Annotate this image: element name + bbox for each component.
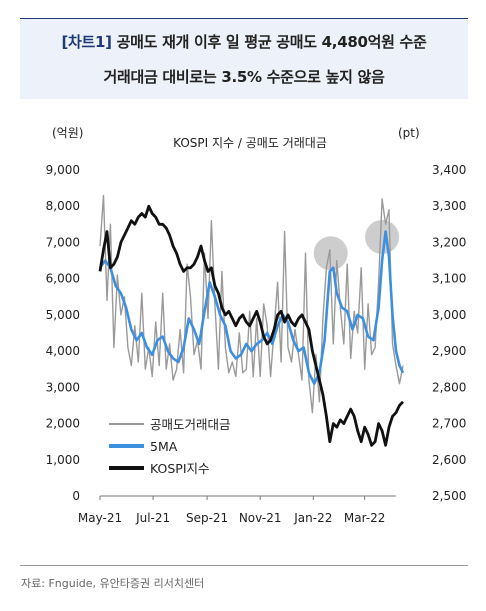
- left-tick-label: 6,000: [46, 272, 80, 286]
- x-tick-label: Sep-21: [186, 511, 228, 525]
- highlight-circle-1: [313, 236, 348, 271]
- left-tick-label: 8,000: [46, 199, 80, 213]
- right-tick-label: 3,300: [432, 199, 466, 213]
- kospi-short-selling-chart: (억원) KOSPI 지수 / 공매도 거래대금 (pt) 9,000 8,000…: [0, 118, 486, 538]
- x-tick-label: Jul-21: [135, 511, 170, 525]
- legend-short-selling-label: 공매도거래대금: [150, 417, 231, 432]
- right-tick-label: 2,500: [432, 489, 466, 503]
- left-tick-label: 5,000: [46, 308, 80, 322]
- left-tick-label: 9,000: [46, 163, 80, 177]
- series-lines: [98, 194, 405, 447]
- ma5-line: [98, 230, 405, 385]
- x-tick-label: Jan-22: [293, 511, 332, 525]
- right-tick-label: 2,800: [432, 380, 466, 394]
- left-tick-label: 0: [72, 489, 80, 503]
- highlight-circle-2: [365, 220, 400, 255]
- legend: 공매도거래대금 5MA KOSPI지수: [109, 417, 231, 476]
- right-axis-unit: (pt): [398, 126, 420, 140]
- chart-header: [차트1] 공매도 재개 이후 일 평균 공매도 4,480억원 수준 거래대금…: [20, 18, 468, 99]
- legend-ma5-label: 5MA: [150, 439, 178, 454]
- left-axis-unit: (억원): [52, 126, 83, 140]
- kospi-line: [98, 204, 405, 447]
- left-tick-label: 2,000: [46, 417, 80, 431]
- right-tick-label: 3,400: [432, 163, 466, 177]
- header-line-1: [차트1] 공매도 재개 이후 일 평균 공매도 4,480억원 수준: [20, 31, 468, 52]
- short-selling-line: [99, 194, 404, 414]
- legend-kospi-label: KOSPI지수: [150, 461, 210, 476]
- right-tick-label: 3,200: [432, 235, 466, 249]
- chart-background: [0, 118, 486, 538]
- x-tick-label: May-21: [78, 511, 122, 525]
- left-tick-label: 7,000: [46, 235, 80, 249]
- axes: 9,000 8,000 7,000 6,000 5,000 4,000 3,000 2,000…: [46, 163, 467, 525]
- chart-title: KOSPI 지수 / 공매도 거래대금: [173, 136, 327, 150]
- right-tick-label: 2,700: [432, 417, 466, 431]
- left-tick-label: 1,000: [46, 453, 80, 467]
- right-tick-label: 3,100: [432, 272, 466, 286]
- header-line-2: 거래대금 대비로는 3.5% 수준으로 높지 않음: [103, 68, 385, 86]
- right-tick-label: 2,600: [432, 453, 466, 467]
- footer-divider: [20, 565, 468, 566]
- left-tick-label: 4,000: [46, 344, 80, 358]
- right-tick-label: 2,900: [432, 344, 466, 358]
- chart-tag: [차트1]: [61, 33, 112, 51]
- x-tick-label: Mar-22: [344, 511, 385, 525]
- headline-text: 공매도 재개 이후 일 평균 공매도 4,480억원 수준: [116, 33, 427, 51]
- source-note: 자료: Fnguide, 유안타증권 리서치센터: [21, 577, 205, 590]
- right-tick-label: 3,000: [432, 308, 466, 322]
- left-tick-label: 3,000: [46, 380, 80, 394]
- x-tick-label: Nov-21: [239, 511, 282, 525]
